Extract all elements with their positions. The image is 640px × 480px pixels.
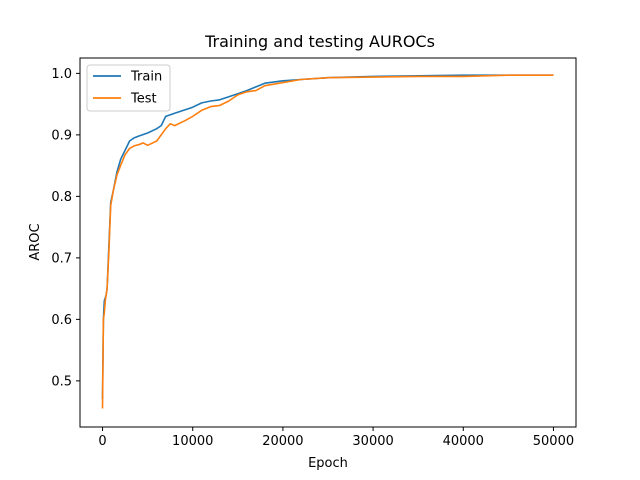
legend-label-train: Train <box>130 70 162 85</box>
plot-area <box>101 74 554 409</box>
x-tick-label: 50000 <box>533 434 574 449</box>
plot-frame <box>79 57 577 428</box>
chart-title: Training and testing AUROCs <box>204 32 435 51</box>
x-tick-label: 20000 <box>262 434 303 449</box>
x-tick-label: 40000 <box>443 434 484 449</box>
series-line-test <box>101 74 554 409</box>
x-axis-label: Epoch <box>308 456 348 471</box>
y-tick-label: 0.5 <box>51 374 72 389</box>
x-tick-label: 0 <box>98 434 106 449</box>
y-tick-label: 1.0 <box>51 67 72 82</box>
y-tick-label: 0.7 <box>51 251 72 266</box>
y-axis: 0.5 0.6 0.7 0.8 0.9 1.0 <box>51 67 80 389</box>
legend: Train Test <box>86 64 171 112</box>
y-tick-label: 0.8 <box>51 190 72 205</box>
x-axis: 0 10000 20000 30000 40000 50000 <box>98 427 574 449</box>
y-tick-label: 0.9 <box>51 128 72 143</box>
x-tick-label: 30000 <box>352 434 393 449</box>
legend-label-test: Test <box>130 92 157 107</box>
x-tick-label: 10000 <box>172 434 213 449</box>
y-axis-label: AROC <box>28 223 43 260</box>
y-tick-label: 0.6 <box>51 313 72 328</box>
